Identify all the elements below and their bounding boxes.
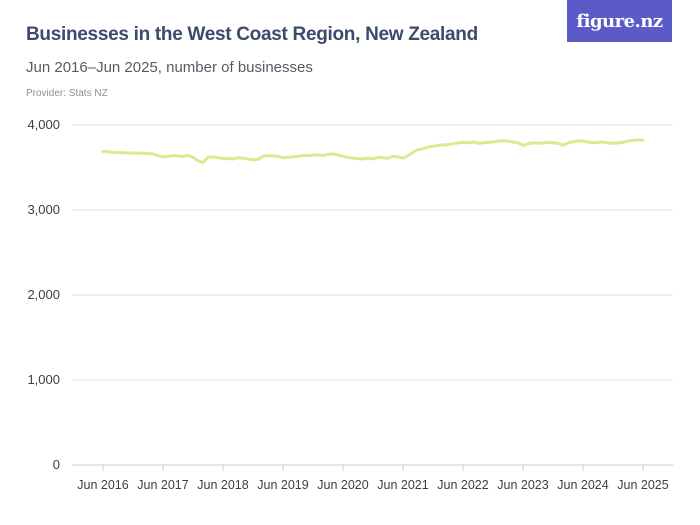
chart-title: Businesses in the West Coast Region, New… xyxy=(26,24,478,45)
x-tick-label: Jun 2025 xyxy=(617,478,668,492)
x-tick-label: Jun 2024 xyxy=(557,478,608,492)
x-tick-label: Jun 2017 xyxy=(137,478,188,492)
chart-subtitle: Jun 2016–Jun 2025, number of businesses xyxy=(26,59,313,76)
x-tick-label: Jun 2022 xyxy=(437,478,488,492)
y-tick-label: 0 xyxy=(53,457,60,472)
x-tick-label: Jun 2018 xyxy=(197,478,248,492)
figure-nz-logo[interactable]: figure.nz xyxy=(567,0,672,42)
x-tick-label: Jun 2021 xyxy=(377,478,428,492)
y-tick-label: 3,000 xyxy=(27,202,60,217)
series-line-0[interactable] xyxy=(101,138,645,164)
x-axis-ticks: Jun 2016 Jun 2017 Jun 2018 Jun 2019 Jun 2020… xyxy=(77,465,669,492)
y-tick-label: 4,000 xyxy=(27,117,60,132)
x-tick-label: Jun 2023 xyxy=(497,478,548,492)
x-tick-label: Jun 2019 xyxy=(257,478,308,492)
x-tick-label: Jun 2016 xyxy=(77,478,128,492)
x-tick-label: Jun 2020 xyxy=(317,478,368,492)
gridlines xyxy=(72,124,673,466)
y-tick-label: 2,000 xyxy=(27,287,60,302)
series-group xyxy=(101,138,645,164)
data-provider: Provider: Stats NZ xyxy=(26,88,108,99)
logo-text: figure.nz xyxy=(576,10,663,32)
y-tick-label: 1,000 xyxy=(27,372,60,387)
y-axis-ticks: 0 1,000 2,000 3,000 4,000 xyxy=(27,117,60,472)
